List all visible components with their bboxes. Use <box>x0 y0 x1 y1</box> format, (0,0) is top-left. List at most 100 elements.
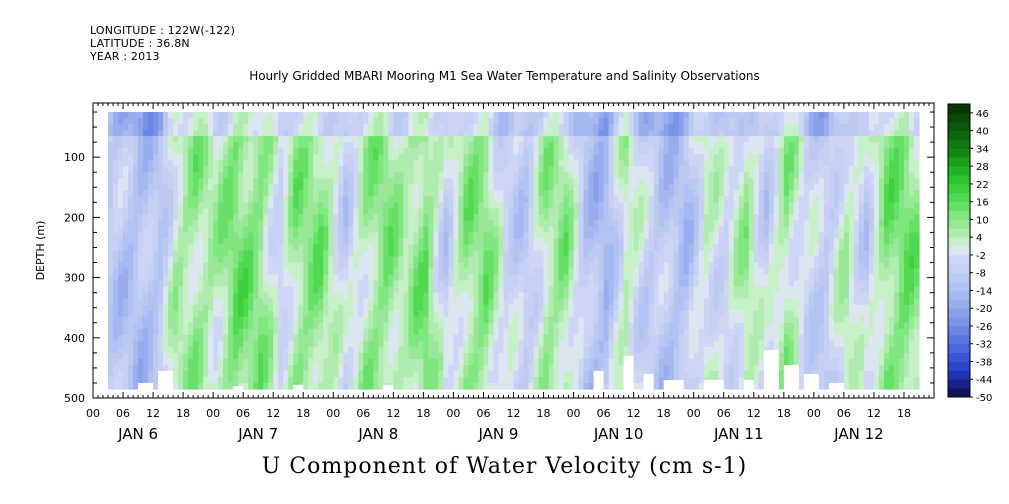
field-cell <box>608 382 615 390</box>
field-cell <box>618 178 625 185</box>
field-cell <box>608 166 615 173</box>
field-cell <box>303 292 309 300</box>
field-cell <box>598 172 605 179</box>
field-cell <box>423 370 429 378</box>
field-cell <box>623 232 630 240</box>
field-cell <box>263 364 269 372</box>
field-cell <box>588 208 595 215</box>
field-cell <box>228 214 234 221</box>
field-cell <box>398 232 404 240</box>
field-cell <box>403 178 409 185</box>
field-cell <box>148 370 154 378</box>
field-cell <box>538 370 545 378</box>
field-cell <box>108 334 114 342</box>
field-cell <box>183 190 189 197</box>
field-cell <box>318 148 324 155</box>
field-cell <box>158 250 164 258</box>
field-cell <box>503 124 510 131</box>
field-cell <box>148 214 154 221</box>
field-cell <box>308 340 314 348</box>
field-cell <box>438 136 445 143</box>
field-cell <box>523 238 530 246</box>
field-cell <box>393 238 399 246</box>
field-cell <box>388 256 394 264</box>
field-cell <box>193 232 199 240</box>
field-cell <box>238 310 244 318</box>
field-cell <box>568 286 575 294</box>
field-cell <box>488 232 495 240</box>
field-cell <box>298 214 304 221</box>
field-cell <box>363 208 369 215</box>
field-cell <box>193 268 199 276</box>
field-cell <box>513 172 520 179</box>
field-cell <box>488 184 495 191</box>
field-cell <box>208 286 214 294</box>
field-cell <box>558 364 565 372</box>
field-cell <box>183 364 189 372</box>
field-cell <box>233 316 239 324</box>
field-cell <box>538 256 545 264</box>
field-cell <box>333 286 339 294</box>
field-cell <box>618 136 625 143</box>
field-cell <box>383 310 389 318</box>
field-cell <box>443 352 450 360</box>
field-cell <box>223 274 229 282</box>
field-cell <box>498 256 505 264</box>
field-cell <box>588 160 595 167</box>
field-cell <box>353 316 359 324</box>
field-cell <box>238 370 244 378</box>
field-cell <box>523 268 530 276</box>
field-cell <box>618 142 625 149</box>
field-cell <box>438 370 445 378</box>
field-cell <box>623 304 630 312</box>
field-cell <box>353 334 359 342</box>
field-cell <box>458 310 465 318</box>
field-cell <box>488 310 495 318</box>
field-cell <box>318 298 324 306</box>
field-cell <box>263 334 269 342</box>
field-cell <box>308 190 314 197</box>
field-cell <box>228 382 234 390</box>
field-cell <box>258 154 264 161</box>
field-cell <box>203 298 209 306</box>
field-cell <box>193 208 199 215</box>
field-cell <box>333 154 339 161</box>
field-cell <box>223 286 229 294</box>
field-cell <box>253 274 259 282</box>
field-cell <box>368 274 374 282</box>
field-cell <box>218 328 224 336</box>
field-cell <box>263 256 269 264</box>
field-cell <box>118 274 124 282</box>
field-cell <box>418 256 424 264</box>
field-cell <box>538 130 545 137</box>
field-cell <box>293 118 299 125</box>
field-cell <box>128 280 134 288</box>
field-cell <box>228 346 234 354</box>
field-cell <box>343 124 349 131</box>
field-cell <box>453 118 460 125</box>
field-cell <box>288 376 294 384</box>
field-cell <box>108 250 114 258</box>
field-cell <box>113 202 119 209</box>
field-cell <box>243 304 249 312</box>
field-cell <box>198 274 204 282</box>
field-cell <box>293 322 299 330</box>
field-cell <box>178 220 184 228</box>
field-cell <box>618 268 625 276</box>
field-cell <box>393 196 399 203</box>
field-cell <box>163 280 169 288</box>
field-cell <box>113 208 119 215</box>
field-cell <box>168 226 174 234</box>
field-cell <box>318 328 324 336</box>
field-cell <box>393 202 399 209</box>
field-cell <box>503 148 510 155</box>
field-cell <box>603 190 610 197</box>
field-cell <box>348 370 354 378</box>
field-cell <box>198 316 204 324</box>
field-cell <box>258 124 264 131</box>
field-cell <box>128 274 134 282</box>
field-cell <box>518 136 525 143</box>
field-cell <box>463 304 470 312</box>
field-cell <box>613 148 620 155</box>
field-cell <box>118 178 124 185</box>
